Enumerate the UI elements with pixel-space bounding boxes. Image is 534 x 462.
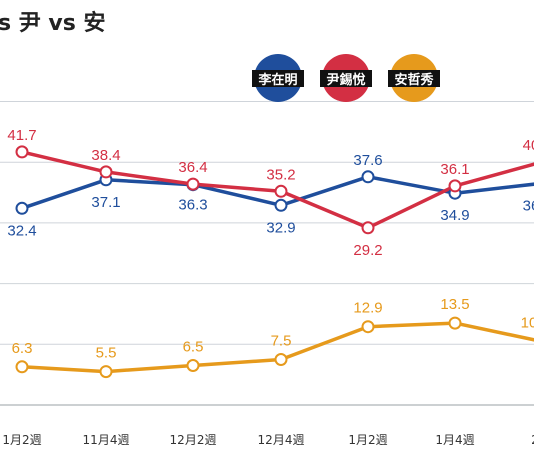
point-lee-0 bbox=[15, 201, 29, 215]
data-label-yoon-4: 29.2 bbox=[353, 242, 382, 259]
data-label-yoon-5: 36.1 bbox=[440, 161, 469, 178]
legend-label-bg-yoon bbox=[320, 70, 372, 87]
legend-label-ahn: 安哲秀 bbox=[394, 72, 434, 88]
data-label-yoon-3: 35.2 bbox=[266, 166, 295, 183]
data-points bbox=[15, 145, 462, 379]
data-label-ahn-2: 6.5 bbox=[183, 339, 204, 356]
data-label-lee-2: 36.3 bbox=[178, 197, 207, 214]
legend-label-bg-ahn bbox=[388, 70, 440, 87]
point-yoon-2 bbox=[186, 177, 200, 191]
data-label-lee-5: 34.9 bbox=[440, 207, 469, 224]
point-lee-3 bbox=[274, 198, 288, 212]
point-ahn-4 bbox=[361, 320, 375, 334]
x-tick-4: 1月2週 bbox=[348, 433, 387, 447]
data-label-lee-0: 32.4 bbox=[7, 222, 36, 239]
x-tick-3: 12月4週 bbox=[258, 433, 305, 447]
point-yoon-4 bbox=[361, 221, 375, 235]
point-yoon-1 bbox=[99, 165, 113, 179]
point-yoon-0 bbox=[15, 145, 29, 159]
x-tick-labels: 1月2週 11月4週 12月2週 12月4週 1月2週 1月4週 2月 bbox=[2, 433, 534, 447]
x-tick-1: 11月4週 bbox=[83, 433, 130, 447]
data-label-yoon-6: 40 bbox=[523, 137, 534, 154]
point-ahn-3 bbox=[274, 353, 288, 366]
data-label-ahn-6: 10 bbox=[521, 314, 534, 331]
point-yoon-5 bbox=[448, 179, 462, 193]
grid bbox=[0, 101, 534, 406]
point-ahn-5 bbox=[448, 316, 462, 330]
point-ahn-2 bbox=[186, 359, 200, 372]
point-ahn-0 bbox=[15, 360, 29, 374]
data-label-lee-1: 37.1 bbox=[91, 194, 120, 211]
x-tick-5: 1月4週 bbox=[435, 433, 474, 447]
point-yoon-3 bbox=[274, 184, 288, 198]
data-label-yoon-0: 41.7 bbox=[7, 127, 36, 144]
data-label-ahn-5: 13.5 bbox=[440, 296, 469, 313]
legend-label-lee: 李在明 bbox=[257, 72, 297, 88]
data-label-ahn-4: 12.9 bbox=[353, 300, 382, 317]
x-tick-6: 2月 bbox=[531, 433, 534, 447]
chart-title: s 尹 vs 安 bbox=[0, 10, 106, 36]
data-labels: 32.4 37.1 36.3 32.9 37.6 34.9 36 41.7 38.4 36.4 35… bbox=[7, 127, 534, 362]
data-label-lee-6: 36 bbox=[523, 197, 534, 214]
point-ahn-1 bbox=[99, 365, 113, 379]
point-lee-4 bbox=[361, 170, 375, 184]
data-label-ahn-0: 6.3 bbox=[12, 340, 33, 357]
data-label-ahn-1: 5.5 bbox=[96, 345, 117, 362]
legend-label-bg-lee bbox=[252, 70, 304, 87]
data-label-yoon-2: 36.4 bbox=[178, 159, 207, 176]
legend: 李在明 尹錫悅 安哲秀 bbox=[252, 54, 440, 102]
data-label-yoon-1: 38.4 bbox=[91, 147, 120, 164]
legend-label-yoon: 尹錫悅 bbox=[326, 72, 365, 88]
data-label-ahn-3: 7.5 bbox=[271, 333, 292, 350]
x-tick-2: 12月2週 bbox=[170, 433, 217, 447]
data-label-lee-4: 37.6 bbox=[353, 152, 382, 169]
data-label-lee-3: 32.9 bbox=[266, 219, 295, 236]
x-tick-0: 1月2週 bbox=[2, 433, 41, 447]
